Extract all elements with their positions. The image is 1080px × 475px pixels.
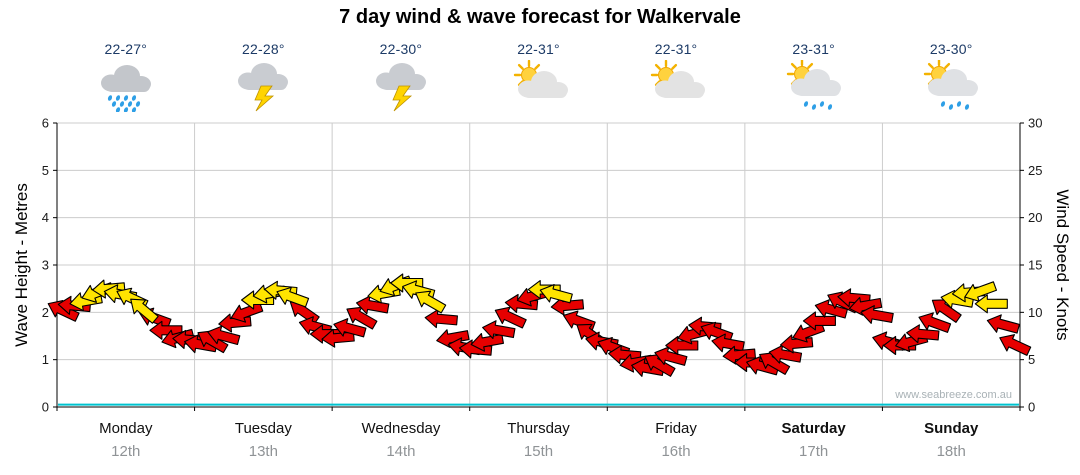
wind-arrow [860, 305, 894, 324]
tick-label-left: 6 [42, 116, 49, 131]
day-label: Friday [655, 420, 697, 437]
tick-label-right: 25 [1028, 163, 1042, 178]
wind-arrow [346, 306, 378, 330]
temperature-range: 22-28° [242, 41, 285, 57]
wind-arrow [722, 345, 756, 365]
wind-arrow [654, 346, 688, 366]
wind-arrow [974, 294, 1008, 314]
tick-label-right: 15 [1028, 258, 1042, 273]
wind-arrow [802, 311, 836, 331]
weather-icon-sun-cloud [650, 60, 706, 98]
tick-label-left: 4 [42, 210, 49, 225]
tick-label-left: 5 [42, 163, 49, 178]
wind-arrow [207, 325, 241, 346]
date-label: 15th [523, 443, 554, 460]
tick-label-right: 5 [1028, 352, 1035, 367]
wind-arrow [276, 286, 310, 308]
wind-arrow [644, 354, 676, 377]
temperature-range: 23-31° [792, 41, 835, 57]
date-label: 12th [111, 443, 141, 460]
wind-arrow [355, 295, 390, 315]
weather-icon-sun-cloud-rain [786, 60, 841, 110]
tick-label-left: 2 [42, 305, 49, 320]
weather-icon-sun-cloud-rain [924, 60, 979, 110]
wind-arrow [759, 352, 791, 375]
temperature-range: 22-30° [379, 41, 423, 57]
weather-icon-storm [375, 63, 426, 112]
wind-arrow [814, 299, 848, 319]
wind-arrow [415, 290, 447, 314]
temperature-range: 22-31° [654, 41, 698, 57]
weather-icon-storm [238, 63, 289, 112]
tick-label-right: 10 [1028, 305, 1042, 320]
day-label: Wednesday [361, 420, 441, 437]
page-title: 7 day wind & wave forecast for Walkerval… [339, 6, 741, 28]
wind-arrow [550, 296, 585, 316]
wind-arrow [711, 333, 745, 353]
temperature-range: 23-30° [929, 41, 973, 57]
wind-arrow [424, 309, 458, 329]
tick-label-left: 1 [42, 352, 49, 367]
day-label: Thursday [507, 420, 570, 437]
wind-arrow [47, 300, 80, 322]
wind-arrow [999, 334, 1032, 356]
tick-label-left: 0 [42, 400, 49, 415]
day-label: Sunday [924, 420, 979, 437]
wind-arrow [964, 281, 998, 302]
wind-arrow [931, 299, 962, 323]
date-label: 17th [799, 443, 829, 460]
wind-arrow [768, 344, 803, 364]
tick-label-right: 30 [1028, 116, 1042, 131]
date-label: 13th [248, 443, 278, 460]
wind-arrow [130, 298, 159, 324]
y-axis-right-title: Wind Speed - Knots [1053, 189, 1072, 341]
temperature-range: 22-27° [104, 41, 148, 57]
day-label: Monday [99, 420, 153, 437]
wind-arrow [918, 312, 952, 333]
wind-arrow [986, 314, 1020, 334]
weather-icon-rain [100, 65, 151, 112]
wind-arrow [197, 330, 229, 354]
day-label: Tuesday [234, 420, 292, 437]
date-label: 18th [936, 443, 966, 460]
tick-label-right: 20 [1028, 210, 1042, 225]
date-label: 14th [386, 443, 416, 460]
tick-label-left: 3 [42, 258, 49, 273]
weather-icon-sun-cloud [513, 60, 568, 98]
wind-arrow [333, 318, 367, 338]
date-label: 16th [661, 443, 691, 460]
y-axis-left-title: Wave Height - Metres [12, 183, 31, 347]
temperature-range: 22-31° [517, 41, 560, 57]
wind-arrow [539, 284, 573, 304]
watermark: www.seabreeze.com.au [895, 389, 1012, 401]
wind-arrow [494, 306, 527, 329]
wind-arrow [906, 324, 940, 344]
tick-label-right: 0 [1028, 400, 1035, 415]
wind-arrow [482, 320, 516, 340]
day-label: Saturday [781, 420, 846, 437]
